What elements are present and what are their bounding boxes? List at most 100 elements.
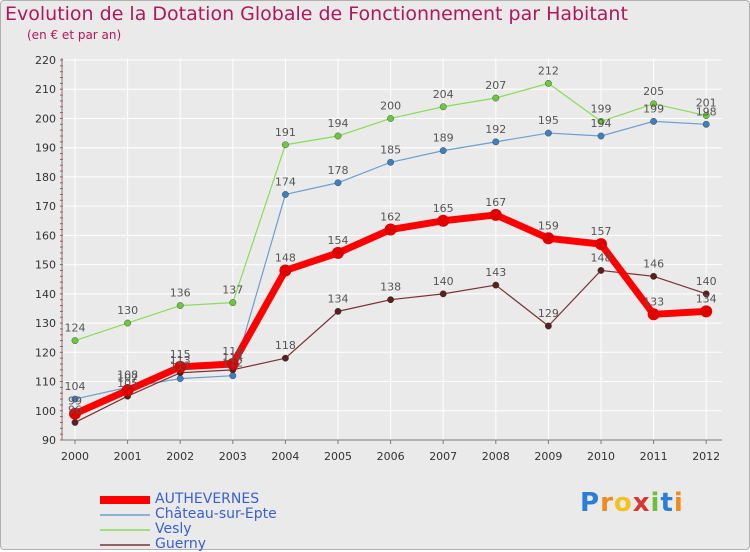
y-tick-label: 130: [35, 317, 56, 330]
data-label: 129: [538, 307, 559, 320]
data-point: [492, 94, 500, 102]
data-point: [124, 319, 132, 327]
logo-letter: r: [600, 488, 614, 518]
data-label: 167: [485, 196, 506, 209]
data-point: [492, 281, 500, 289]
data-point: [489, 208, 502, 221]
data-label: 118: [275, 339, 296, 352]
data-point: [71, 395, 79, 403]
data-point: [597, 132, 605, 140]
data-point: [334, 132, 342, 140]
data-label: 185: [380, 143, 401, 156]
logo-letter: i: [673, 488, 684, 518]
y-tick-label: 170: [35, 200, 56, 213]
y-tick-label: 90: [42, 434, 56, 447]
data-label: 134: [696, 292, 717, 305]
data-point: [281, 191, 289, 198]
data-point: [542, 232, 555, 245]
x-tick-label: 2001: [114, 450, 142, 463]
x-tick-label: 2007: [429, 450, 457, 463]
legend-label: Vesly: [155, 521, 192, 537]
legend-label: AUTHEVERNES: [155, 491, 260, 507]
data-label: 189: [433, 132, 454, 145]
data-point: [545, 129, 552, 137]
data-point: [387, 158, 394, 166]
data-label: 124: [65, 322, 86, 335]
data-label: 104: [65, 380, 86, 393]
chart-title: Evolution de la Dotation Globale de Fonc…: [5, 3, 628, 25]
data-point: [279, 264, 292, 277]
data-label: 207: [485, 79, 506, 92]
data-point: [437, 214, 450, 227]
chart-subtitle: (en € et par an): [27, 28, 122, 42]
data-label: 112: [222, 357, 243, 370]
data-label: 157: [591, 225, 612, 238]
data-label: 154: [328, 234, 349, 247]
plot-area: [62, 58, 722, 440]
data-label: 174: [275, 175, 296, 188]
data-point: [545, 322, 552, 330]
data-label: 198: [696, 105, 717, 118]
data-label: 111: [170, 360, 191, 373]
y-tick-label: 220: [35, 54, 56, 67]
data-label: 201: [696, 97, 717, 110]
data-point: [597, 267, 605, 274]
data-label: 114: [222, 351, 243, 364]
data-point: [702, 112, 710, 119]
data-point: [174, 360, 187, 373]
data-point: [226, 358, 239, 370]
data-point: [387, 296, 394, 304]
data-label: 134: [328, 292, 349, 305]
data-label: 113: [170, 354, 191, 367]
data-label: 205: [643, 85, 664, 98]
y-tick-label: 110: [35, 376, 56, 389]
y-tick-label: 190: [35, 142, 56, 155]
data-label: 199: [643, 102, 664, 115]
data-point: [334, 179, 342, 187]
data-point: [229, 372, 237, 380]
y-tick-label: 150: [35, 259, 56, 272]
data-label: 115: [170, 348, 191, 361]
x-tick-label: 2010: [587, 450, 615, 463]
logo-letter: P: [580, 488, 601, 518]
y-tick-label: 140: [35, 288, 56, 301]
data-point: [439, 147, 447, 155]
data-label: 136: [170, 287, 191, 300]
data-label: 146: [643, 257, 664, 270]
x-tick-label: 2008: [482, 450, 510, 463]
data-point: [700, 305, 713, 318]
y-tick-label: 120: [35, 346, 56, 359]
data-label: 96: [68, 403, 82, 416]
data-label: 105: [117, 377, 138, 390]
logo-letter: o: [613, 488, 633, 518]
x-tick-label: 2012: [692, 450, 720, 463]
x-tick-label: 2005: [324, 450, 352, 463]
data-point: [702, 290, 710, 298]
proxiti-logo: Proxiti: [580, 488, 684, 518]
data-point: [492, 138, 500, 146]
data-point: [71, 419, 79, 426]
data-label: 212: [538, 64, 559, 77]
data-point: [69, 407, 81, 420]
data-label: 200: [380, 99, 401, 112]
data-label: 130: [117, 304, 138, 317]
data-label: 195: [538, 114, 559, 127]
data-label: 148: [275, 251, 296, 264]
data-label: 116: [222, 345, 243, 358]
data-label: 194: [591, 117, 612, 130]
data-point: [439, 290, 447, 298]
logo-letter: i: [650, 488, 661, 518]
data-point: [281, 354, 289, 362]
data-label: 99: [68, 395, 82, 408]
data-point: [650, 117, 657, 125]
data-label: 204: [433, 88, 454, 101]
data-point: [71, 337, 79, 345]
data-point: [121, 384, 134, 397]
data-point: [545, 79, 552, 87]
data-point: [595, 238, 607, 251]
x-tick-label: 2000: [61, 450, 89, 463]
data-point: [229, 299, 237, 307]
data-point: [176, 302, 184, 309]
data-point: [176, 375, 184, 383]
